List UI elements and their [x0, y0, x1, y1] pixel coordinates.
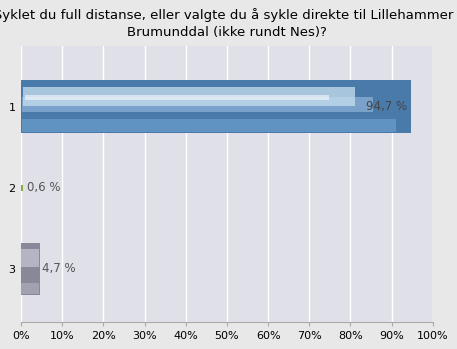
Bar: [23, 87, 355, 106]
Bar: [22, 119, 396, 132]
Title: 7. Syklet du full distanse, eller valgte du å sykle direkte til Lillehammer fra
: 7. Syklet du full distanse, eller valgte…: [0, 8, 457, 39]
Bar: [21, 243, 40, 295]
Text: 94,7 %: 94,7 %: [366, 100, 407, 113]
Bar: [22, 97, 373, 112]
Text: 0,6 %: 0,6 %: [27, 181, 60, 194]
Bar: [25, 95, 329, 101]
Bar: [21, 249, 39, 267]
Text: 4,7 %: 4,7 %: [43, 262, 76, 275]
Bar: [21, 283, 39, 294]
Bar: [21, 185, 23, 191]
Bar: [21, 81, 411, 133]
